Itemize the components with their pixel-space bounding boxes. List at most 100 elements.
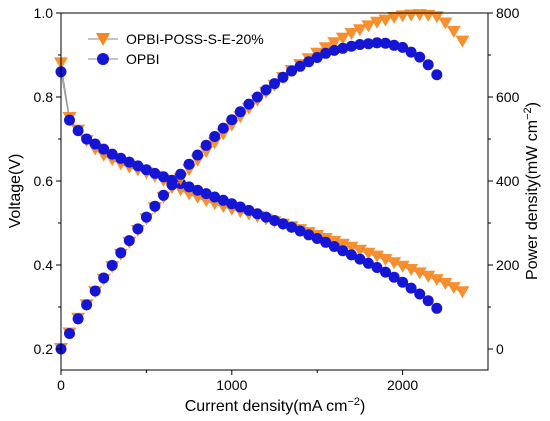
data-point-circle: [311, 233, 323, 244]
data-point-circle: [115, 247, 127, 259]
data-point-circle: [431, 302, 443, 314]
data-point-triangle: [335, 32, 350, 45]
legend-label-1: OPBI-POSS-S-E-20%: [126, 31, 264, 47]
data-point-circle: [72, 313, 84, 325]
y-right-tick-label: 200: [496, 257, 520, 273]
data-point-circle: [303, 56, 315, 68]
data-point-circle: [209, 131, 221, 142]
data-point-circle: [277, 218, 289, 230]
data-point-triangle: [412, 267, 427, 280]
data-point-circle: [251, 208, 263, 220]
data-point-triangle: [344, 28, 359, 40]
x-axis-label-end: ): [360, 398, 365, 415]
data-point-circle: [158, 171, 169, 183]
legend-label-2: OPBI: [126, 51, 159, 67]
y-axis-right-label-main: Power density(mW cm: [524, 120, 541, 280]
data-point-circle: [175, 168, 187, 180]
data-point-triangle: [387, 12, 402, 24]
data-point-triangle: [387, 257, 402, 270]
data-point-circle: [132, 160, 144, 172]
data-point-circle: [422, 59, 434, 71]
data-point-circle: [397, 41, 409, 53]
legend-triangle-marker: [96, 33, 110, 46]
data-point-circle: [106, 259, 118, 271]
x-axis-label: Current density(mA cm−2): [185, 396, 366, 415]
data-point-circle: [226, 198, 238, 210]
plot-layer: [54, 9, 470, 355]
data-point-triangle: [429, 11, 444, 24]
data-point-circle: [277, 71, 289, 83]
data-point-circle: [183, 158, 195, 170]
data-point-triangle: [370, 250, 384, 263]
data-point-circle: [414, 51, 426, 63]
data-point-circle: [422, 295, 434, 307]
x-axis-label-sup: −2: [347, 396, 360, 408]
data-point-circle: [286, 65, 298, 77]
data-point-triangle: [438, 17, 453, 30]
data-point-circle: [345, 40, 357, 52]
data-point-circle: [286, 221, 298, 233]
data-point-circle: [405, 282, 417, 294]
data-point-circle: [260, 211, 272, 223]
data-point-circle: [72, 125, 84, 137]
data-point-triangle: [455, 286, 470, 299]
data-point-circle: [388, 271, 400, 283]
data-point-circle: [89, 138, 101, 150]
data-point-circle: [388, 39, 400, 51]
data-point-circle: [303, 229, 315, 241]
data-point-circle: [200, 139, 212, 151]
data-point-circle: [328, 241, 340, 252]
data-point-circle: [251, 91, 263, 103]
data-point-circle: [371, 262, 383, 273]
y-right-tick-label: 0: [496, 341, 504, 357]
y-right-tick-label: 800: [496, 5, 520, 21]
data-point-triangle: [361, 20, 376, 33]
data-point-circle: [192, 184, 204, 196]
data-point-circle: [140, 164, 152, 176]
data-point-circle: [243, 204, 255, 216]
data-point-circle: [294, 225, 306, 237]
data-point-circle: [234, 201, 246, 213]
x-tick-label: 2000: [387, 377, 418, 393]
data-point-circle: [192, 149, 204, 161]
data-point-circle: [217, 194, 229, 206]
data-point-triangle: [421, 270, 436, 283]
y-left-tick-label: 1.0: [34, 5, 54, 21]
y-axis-left-label: Voltage(V): [7, 154, 24, 229]
x-axis-label-main: Current density(mA cm: [185, 398, 348, 415]
data-point-circle: [217, 122, 229, 134]
x-tick-label: 1000: [216, 377, 247, 393]
ticks-layer: 0 1000 2000 0.2 0.4 0.6 0.8 1.0 0 200 400 600 800: [34, 5, 520, 393]
data-point-circle: [362, 257, 374, 269]
data-point-circle: [294, 60, 306, 72]
plot-frame: [60, 12, 489, 371]
data-point-circle: [64, 328, 75, 339]
data-point-circle: [362, 38, 374, 50]
y-right-tick-label: 400: [496, 173, 520, 189]
data-point-circle: [234, 106, 246, 118]
data-point-triangle: [404, 264, 419, 276]
data-point-circle: [269, 215, 280, 226]
data-point-circle: [106, 148, 118, 160]
y-left-tick-label: 0.8: [34, 89, 54, 105]
data-point-circle: [183, 181, 195, 193]
data-point-circle: [371, 37, 383, 49]
data-point-circle: [64, 114, 75, 126]
data-point-circle: [320, 236, 332, 248]
data-point-circle: [397, 276, 409, 288]
data-point-triangle: [429, 274, 444, 287]
data-point-circle: [320, 47, 332, 59]
data-point-triangle: [446, 282, 461, 295]
data-point-circle: [354, 253, 366, 265]
data-point-circle: [89, 285, 101, 297]
y-axis-right-label-sup: −2: [522, 107, 534, 120]
data-point-circle: [200, 188, 212, 200]
data-point-triangle: [446, 25, 461, 38]
data-point-circle: [123, 235, 135, 247]
y-axis-right-label-end: ): [524, 102, 541, 107]
data-point-circle: [380, 37, 391, 49]
data-point-circle: [345, 249, 357, 261]
data-point-circle: [132, 223, 144, 235]
data-point-triangle: [395, 260, 410, 273]
